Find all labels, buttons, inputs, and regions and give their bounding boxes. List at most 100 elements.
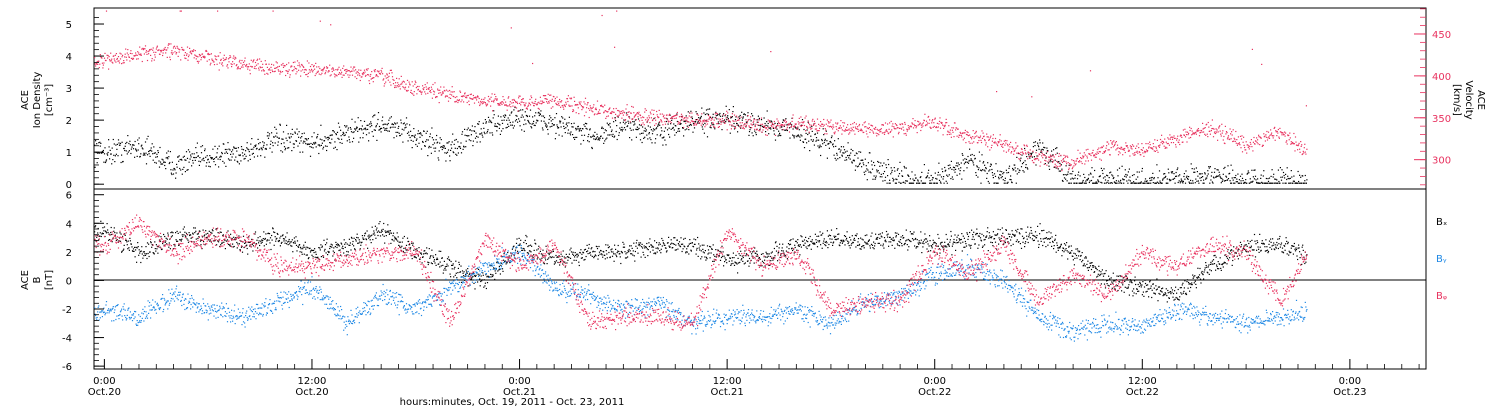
top-point xyxy=(867,162,869,164)
top-point xyxy=(513,125,515,127)
top-point xyxy=(170,169,172,171)
top-point xyxy=(539,96,541,98)
top-point xyxy=(580,105,582,107)
top-point xyxy=(989,137,991,139)
top-point xyxy=(1175,175,1177,177)
top-point xyxy=(362,71,364,74)
top-point xyxy=(251,66,253,68)
top-point xyxy=(453,91,455,93)
bottom-point xyxy=(159,246,161,248)
top-point xyxy=(502,115,505,117)
top-point xyxy=(946,134,948,136)
top-point xyxy=(1196,130,1198,132)
top-point xyxy=(385,129,387,131)
top-point xyxy=(143,153,145,155)
top-point xyxy=(218,55,220,57)
top-point xyxy=(254,145,256,147)
top-point xyxy=(467,127,469,129)
bottom-point xyxy=(108,233,110,235)
top-point xyxy=(981,154,983,156)
bottom-point xyxy=(169,248,171,250)
top-point xyxy=(784,124,786,126)
top-point xyxy=(512,121,514,123)
top-point xyxy=(706,123,709,125)
top-point xyxy=(858,125,860,127)
top-point xyxy=(586,128,588,130)
top-point xyxy=(733,128,736,130)
top-point xyxy=(822,143,824,145)
top-point xyxy=(967,155,969,158)
top-point xyxy=(685,122,687,124)
top-point xyxy=(547,128,549,131)
top-point xyxy=(273,64,275,66)
top-point xyxy=(641,119,643,121)
top-point xyxy=(445,160,447,162)
top-point xyxy=(539,113,541,115)
top-point xyxy=(1237,173,1239,175)
top-point xyxy=(786,124,788,126)
top-point xyxy=(638,127,640,129)
top-point xyxy=(793,135,795,137)
top-point xyxy=(328,137,330,139)
top-point xyxy=(639,133,641,135)
top-point xyxy=(797,126,799,128)
top-point xyxy=(542,95,545,97)
top-point xyxy=(284,65,286,67)
top-point xyxy=(1210,179,1212,181)
top-point xyxy=(117,155,119,157)
top-point xyxy=(418,132,421,135)
top-point xyxy=(1061,170,1063,172)
top-point xyxy=(904,123,906,125)
top-point xyxy=(1241,135,1243,137)
top-point xyxy=(1019,153,1021,156)
top-point xyxy=(251,66,253,68)
top-point xyxy=(1288,178,1290,180)
top-point xyxy=(735,120,737,122)
top-point xyxy=(912,182,915,184)
top-point xyxy=(985,144,987,146)
top-point xyxy=(746,123,748,125)
top-point xyxy=(1004,180,1006,182)
top-point xyxy=(244,57,246,59)
top-point xyxy=(928,115,930,118)
top-point xyxy=(1058,161,1060,163)
top-point xyxy=(1194,182,1196,184)
top-point xyxy=(349,71,351,73)
top-point xyxy=(1103,151,1105,153)
top-point xyxy=(778,125,780,127)
top-point xyxy=(862,124,864,126)
top-point xyxy=(483,101,485,103)
top-point xyxy=(576,103,578,106)
top-point xyxy=(675,117,677,119)
top-point xyxy=(698,120,700,122)
top-point xyxy=(810,139,812,141)
top-point xyxy=(811,125,813,128)
top-point xyxy=(219,156,221,158)
top-point xyxy=(936,182,938,184)
top-point xyxy=(726,110,728,112)
top-point xyxy=(1106,181,1108,183)
top-point xyxy=(153,146,155,148)
bottom-point xyxy=(227,230,229,232)
top-point xyxy=(391,123,394,125)
top-point xyxy=(696,113,698,115)
top-point xyxy=(690,124,692,126)
top-point xyxy=(741,122,743,124)
top-point xyxy=(452,91,454,93)
top-point xyxy=(1059,162,1061,164)
top-point xyxy=(327,139,329,141)
top-point xyxy=(224,148,226,151)
top-point xyxy=(1100,147,1102,149)
bottom-point xyxy=(109,239,111,241)
top-point xyxy=(488,119,491,121)
top-point xyxy=(1290,170,1292,172)
bottom-point xyxy=(136,247,138,249)
top-point xyxy=(121,56,123,58)
top-point xyxy=(1261,145,1263,147)
top-point xyxy=(459,147,462,149)
top-point xyxy=(330,142,332,144)
top-point xyxy=(323,66,326,68)
top-point xyxy=(200,57,203,59)
top-point xyxy=(221,151,223,154)
top-point xyxy=(382,124,384,126)
